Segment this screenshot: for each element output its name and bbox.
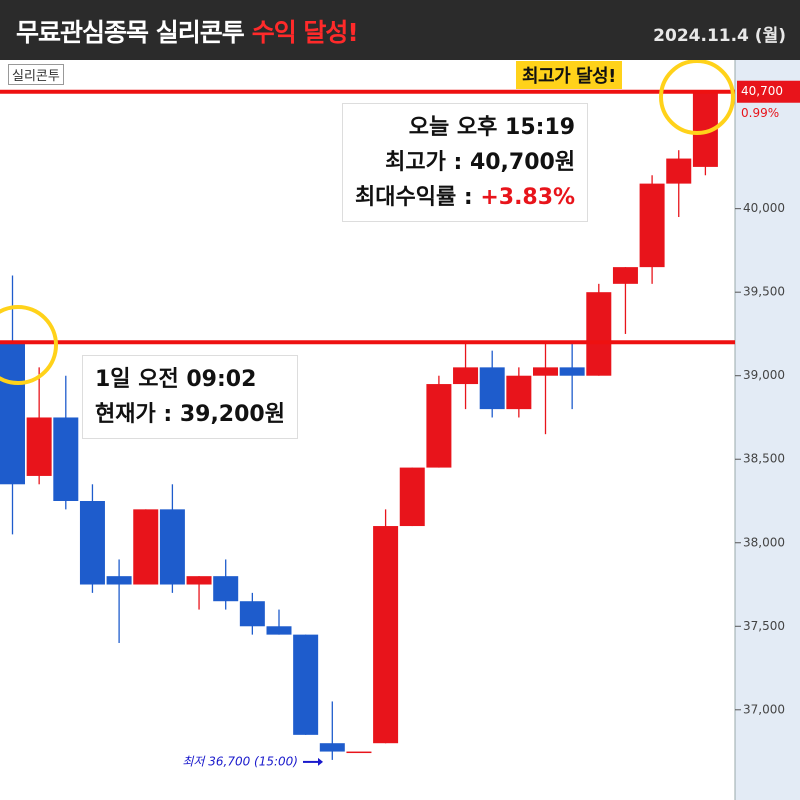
annotation-text: 최고가 : 40,700원 <box>385 150 576 175</box>
candle-body <box>159 509 185 585</box>
arrow-head <box>318 757 323 766</box>
candle-body <box>213 576 239 602</box>
price-tag <box>737 80 800 103</box>
axis-background <box>735 60 800 800</box>
symbol-label: 실리콘투 <box>8 64 64 85</box>
annotation-text: 오늘 오후 15:19 <box>408 115 576 140</box>
candle-body <box>426 384 452 468</box>
candle-body <box>186 576 212 585</box>
annotation-text: 최대수익률 : <box>355 185 481 210</box>
candle-body <box>346 751 372 754</box>
annotation-line: 1일 오전 09:02 <box>95 362 285 397</box>
annotation-text: 1일 오전 09:02 <box>95 367 257 392</box>
low-marker-label: 최저 36,700 (15:00) <box>182 754 298 768</box>
annotation-line: 최고가 : 40,700원 <box>355 145 575 180</box>
candle-body <box>133 509 159 585</box>
title-highlight: 수익 달성! <box>251 18 359 47</box>
candle-body <box>399 467 425 527</box>
highlight-circle <box>659 59 735 135</box>
candle-body <box>373 526 399 744</box>
highlight-circle <box>0 305 58 385</box>
candle-body <box>666 158 692 184</box>
change-label: 0.99% <box>741 106 779 120</box>
candle-body <box>239 601 265 627</box>
header: 무료관심종목 실리콘투 수익 달성! 2024.11.4 (월) <box>0 0 800 60</box>
candle-body <box>586 292 612 376</box>
candle-body <box>506 375 532 410</box>
candle-body <box>639 183 665 268</box>
y-tick-label: 39,500 <box>743 285 785 299</box>
annotation: 1일 오전 09:02 현재가 : 39,200원 <box>82 355 298 439</box>
y-tick-label: 37,500 <box>743 619 785 633</box>
annotation-line: 최대수익률 : +3.83% <box>355 180 575 215</box>
candle-body <box>26 417 52 476</box>
candle-body <box>479 367 505 410</box>
date: 2024.11.4 (월) <box>653 26 786 46</box>
candle-body <box>533 367 558 376</box>
candle-body <box>0 342 25 485</box>
candle-body <box>293 634 319 735</box>
candle-body <box>453 367 479 385</box>
y-tick-label: 37,000 <box>743 702 785 716</box>
candle-body <box>266 626 292 635</box>
annotation-text: +3.83% <box>480 185 576 210</box>
title-text: 무료관심종목 실리콘투 <box>16 18 245 47</box>
candle-body <box>53 417 79 501</box>
candle-body <box>559 367 585 376</box>
high-badge: 최고가 달성! <box>516 61 622 89</box>
annotation-text: 현재가 : 39,200원 <box>95 402 285 427</box>
candle-body <box>106 576 132 585</box>
y-tick-label: 38,500 <box>743 452 785 466</box>
y-tick-label: 39,000 <box>743 368 785 382</box>
candle-body <box>319 743 345 752</box>
y-tick-label: 40,000 <box>743 201 785 215</box>
y-tick-label: 38,000 <box>743 535 785 549</box>
candle-body <box>612 267 638 284</box>
title: 무료관심종목 실리콘투 수익 달성! <box>16 13 359 49</box>
price-tag-label: 40,700 <box>741 84 783 98</box>
annotation-line: 오늘 오후 15:19 <box>355 110 575 145</box>
annotation-line: 현재가 : 39,200원 <box>95 397 285 432</box>
candle-body <box>79 500 105 585</box>
